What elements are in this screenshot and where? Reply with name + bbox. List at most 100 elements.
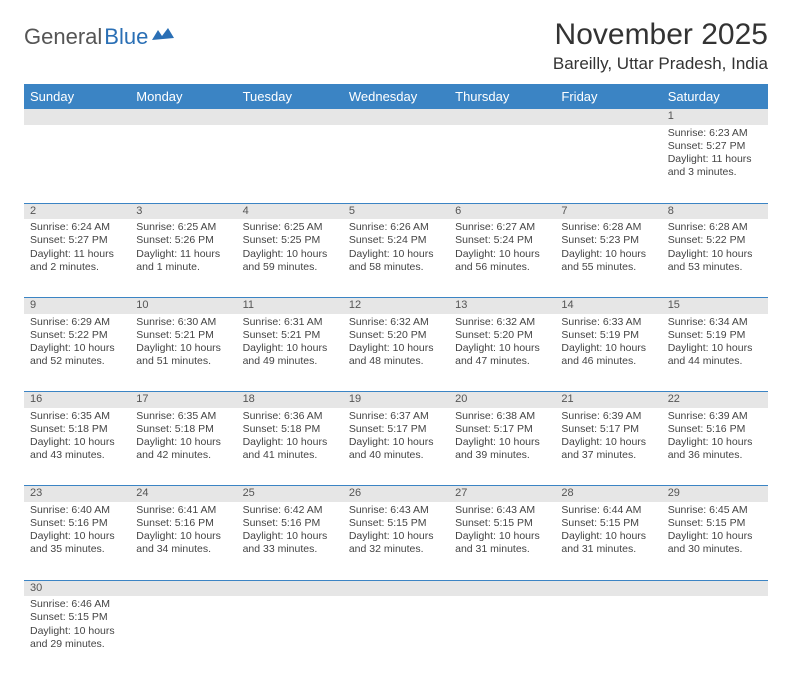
day-cell: Sunrise: 6:43 AMSunset: 5:15 PMDaylight:… xyxy=(449,502,555,580)
day-number xyxy=(555,109,661,125)
sunrise-text: Sunrise: 6:43 AM xyxy=(349,504,443,517)
day-cell: Sunrise: 6:32 AMSunset: 5:20 PMDaylight:… xyxy=(449,314,555,392)
day-cell xyxy=(343,125,449,203)
day-number: 27 xyxy=(449,486,555,502)
sunset-text: Sunset: 5:27 PM xyxy=(30,234,124,247)
sunset-text: Sunset: 5:21 PM xyxy=(243,329,337,342)
day-cell: Sunrise: 6:40 AMSunset: 5:16 PMDaylight:… xyxy=(24,502,130,580)
sunrise-text: Sunrise: 6:44 AM xyxy=(561,504,655,517)
sunset-text: Sunset: 5:17 PM xyxy=(455,423,549,436)
day-cell xyxy=(237,596,343,674)
month-title: November 2025 xyxy=(553,18,768,52)
day-number: 11 xyxy=(237,297,343,313)
week-row: Sunrise: 6:23 AMSunset: 5:27 PMDaylight:… xyxy=(24,125,768,203)
flag-icon xyxy=(152,24,174,50)
sunset-text: Sunset: 5:24 PM xyxy=(455,234,549,247)
daynum-row: 23242526272829 xyxy=(24,486,768,502)
day-number: 23 xyxy=(24,486,130,502)
day-cell: Sunrise: 6:35 AMSunset: 5:18 PMDaylight:… xyxy=(24,408,130,486)
sunrise-text: Sunrise: 6:35 AM xyxy=(136,410,230,423)
daylight-text: Daylight: 10 hours and 30 minutes. xyxy=(668,530,762,556)
day-number: 16 xyxy=(24,392,130,408)
day-number: 10 xyxy=(130,297,236,313)
day-number: 3 xyxy=(130,203,236,219)
sunrise-text: Sunrise: 6:27 AM xyxy=(455,221,549,234)
day-cell: Sunrise: 6:27 AMSunset: 5:24 PMDaylight:… xyxy=(449,219,555,297)
day-number xyxy=(449,580,555,596)
sunrise-text: Sunrise: 6:40 AM xyxy=(30,504,124,517)
sunrise-text: Sunrise: 6:25 AM xyxy=(136,221,230,234)
day-number: 14 xyxy=(555,297,661,313)
day-cell: Sunrise: 6:37 AMSunset: 5:17 PMDaylight:… xyxy=(343,408,449,486)
day-number: 8 xyxy=(662,203,768,219)
sunrise-text: Sunrise: 6:31 AM xyxy=(243,316,337,329)
daynum-row: 9101112131415 xyxy=(24,297,768,313)
day-cell: Sunrise: 6:34 AMSunset: 5:19 PMDaylight:… xyxy=(662,314,768,392)
sunset-text: Sunset: 5:16 PM xyxy=(30,517,124,530)
daylight-text: Daylight: 10 hours and 31 minutes. xyxy=(561,530,655,556)
sunset-text: Sunset: 5:16 PM xyxy=(243,517,337,530)
daylight-text: Daylight: 10 hours and 33 minutes. xyxy=(243,530,337,556)
daylight-text: Daylight: 10 hours and 34 minutes. xyxy=(136,530,230,556)
logo-text-1: General xyxy=(24,24,102,50)
daylight-text: Daylight: 10 hours and 47 minutes. xyxy=(455,342,549,368)
daylight-text: Daylight: 10 hours and 49 minutes. xyxy=(243,342,337,368)
sunrise-text: Sunrise: 6:23 AM xyxy=(668,127,762,140)
day-number: 20 xyxy=(449,392,555,408)
week-row: Sunrise: 6:24 AMSunset: 5:27 PMDaylight:… xyxy=(24,219,768,297)
day-number: 25 xyxy=(237,486,343,502)
title-block: November 2025 Bareilly, Uttar Pradesh, I… xyxy=(553,18,768,74)
day-cell: Sunrise: 6:35 AMSunset: 5:18 PMDaylight:… xyxy=(130,408,236,486)
day-cell: Sunrise: 6:28 AMSunset: 5:22 PMDaylight:… xyxy=(662,219,768,297)
day-cell xyxy=(662,596,768,674)
sunset-text: Sunset: 5:15 PM xyxy=(668,517,762,530)
sunset-text: Sunset: 5:16 PM xyxy=(668,423,762,436)
day-number xyxy=(449,109,555,125)
day-number: 24 xyxy=(130,486,236,502)
col-wednesday: Wednesday xyxy=(343,84,449,109)
daylight-text: Daylight: 10 hours and 53 minutes. xyxy=(668,248,762,274)
sunrise-text: Sunrise: 6:36 AM xyxy=(243,410,337,423)
day-cell: Sunrise: 6:31 AMSunset: 5:21 PMDaylight:… xyxy=(237,314,343,392)
daylight-text: Daylight: 10 hours and 40 minutes. xyxy=(349,436,443,462)
day-cell: Sunrise: 6:39 AMSunset: 5:16 PMDaylight:… xyxy=(662,408,768,486)
day-cell xyxy=(130,596,236,674)
sunset-text: Sunset: 5:19 PM xyxy=(668,329,762,342)
day-number: 30 xyxy=(24,580,130,596)
location: Bareilly, Uttar Pradesh, India xyxy=(553,54,768,74)
day-cell: Sunrise: 6:30 AMSunset: 5:21 PMDaylight:… xyxy=(130,314,236,392)
day-number xyxy=(237,109,343,125)
sunset-text: Sunset: 5:23 PM xyxy=(561,234,655,247)
day-number: 7 xyxy=(555,203,661,219)
sunset-text: Sunset: 5:22 PM xyxy=(668,234,762,247)
calendar-table: Sunday Monday Tuesday Wednesday Thursday… xyxy=(24,84,768,674)
sunrise-text: Sunrise: 6:43 AM xyxy=(455,504,549,517)
sunrise-text: Sunrise: 6:28 AM xyxy=(668,221,762,234)
daylight-text: Daylight: 10 hours and 29 minutes. xyxy=(30,625,124,651)
col-thursday: Thursday xyxy=(449,84,555,109)
daylight-text: Daylight: 10 hours and 55 minutes. xyxy=(561,248,655,274)
sunrise-text: Sunrise: 6:42 AM xyxy=(243,504,337,517)
day-number: 28 xyxy=(555,486,661,502)
sunrise-text: Sunrise: 6:39 AM xyxy=(668,410,762,423)
day-number xyxy=(237,580,343,596)
sunrise-text: Sunrise: 6:33 AM xyxy=(561,316,655,329)
daylight-text: Daylight: 10 hours and 46 minutes. xyxy=(561,342,655,368)
day-cell: Sunrise: 6:33 AMSunset: 5:19 PMDaylight:… xyxy=(555,314,661,392)
sunset-text: Sunset: 5:21 PM xyxy=(136,329,230,342)
sunset-text: Sunset: 5:20 PM xyxy=(455,329,549,342)
day-cell: Sunrise: 6:25 AMSunset: 5:26 PMDaylight:… xyxy=(130,219,236,297)
day-cell: Sunrise: 6:36 AMSunset: 5:18 PMDaylight:… xyxy=(237,408,343,486)
day-number: 12 xyxy=(343,297,449,313)
day-number: 29 xyxy=(662,486,768,502)
sunrise-text: Sunrise: 6:41 AM xyxy=(136,504,230,517)
col-monday: Monday xyxy=(130,84,236,109)
daynum-row: 16171819202122 xyxy=(24,392,768,408)
sunrise-text: Sunrise: 6:26 AM xyxy=(349,221,443,234)
week-row: Sunrise: 6:40 AMSunset: 5:16 PMDaylight:… xyxy=(24,502,768,580)
day-cell: Sunrise: 6:45 AMSunset: 5:15 PMDaylight:… xyxy=(662,502,768,580)
sunset-text: Sunset: 5:24 PM xyxy=(349,234,443,247)
day-number: 18 xyxy=(237,392,343,408)
day-number: 21 xyxy=(555,392,661,408)
sunrise-text: Sunrise: 6:29 AM xyxy=(30,316,124,329)
